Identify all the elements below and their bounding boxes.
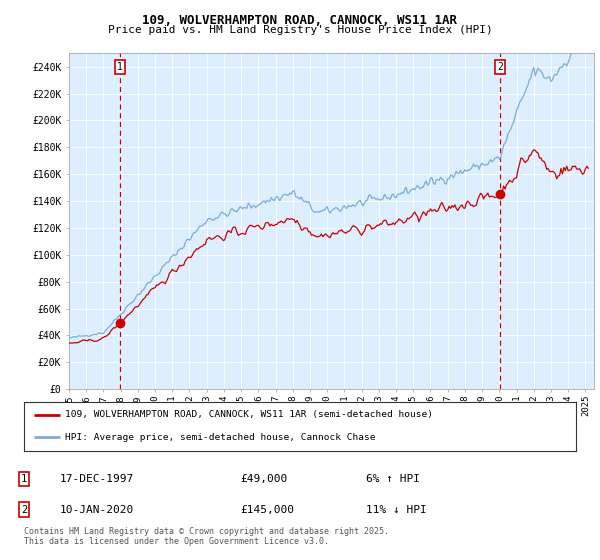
Text: Contains HM Land Registry data © Crown copyright and database right 2025.
This d: Contains HM Land Registry data © Crown c… bbox=[24, 526, 389, 546]
Text: £49,000: £49,000 bbox=[240, 474, 287, 484]
Text: 2: 2 bbox=[21, 505, 27, 515]
Text: £145,000: £145,000 bbox=[240, 505, 294, 515]
Text: 17-DEC-1997: 17-DEC-1997 bbox=[60, 474, 134, 484]
Text: 1: 1 bbox=[117, 62, 123, 72]
Text: 109, WOLVERHAMPTON ROAD, CANNOCK, WS11 1AR (semi-detached house): 109, WOLVERHAMPTON ROAD, CANNOCK, WS11 1… bbox=[65, 410, 433, 419]
Text: 109, WOLVERHAMPTON ROAD, CANNOCK, WS11 1AR: 109, WOLVERHAMPTON ROAD, CANNOCK, WS11 1… bbox=[143, 14, 458, 27]
Text: 2: 2 bbox=[497, 62, 503, 72]
Text: Price paid vs. HM Land Registry's House Price Index (HPI): Price paid vs. HM Land Registry's House … bbox=[107, 25, 493, 35]
Text: 11% ↓ HPI: 11% ↓ HPI bbox=[366, 505, 427, 515]
Text: HPI: Average price, semi-detached house, Cannock Chase: HPI: Average price, semi-detached house,… bbox=[65, 433, 376, 442]
Text: 1: 1 bbox=[21, 474, 27, 484]
Text: 10-JAN-2020: 10-JAN-2020 bbox=[60, 505, 134, 515]
Text: 6% ↑ HPI: 6% ↑ HPI bbox=[366, 474, 420, 484]
